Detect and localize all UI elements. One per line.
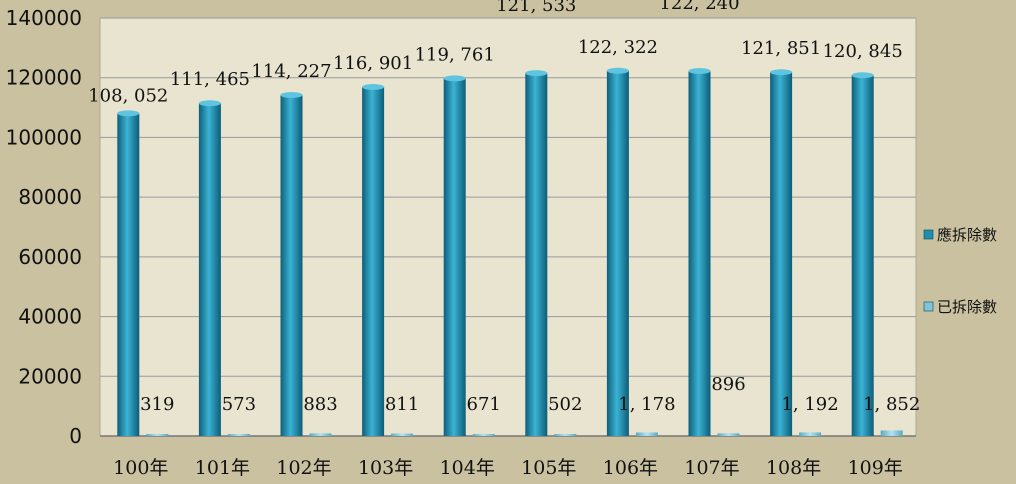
bars (117, 67, 903, 437)
y-tick-label: 0 (69, 424, 82, 448)
data-label-series2: 896 (711, 374, 745, 395)
bar-series1 (525, 73, 548, 437)
data-label-series2: 671 (467, 394, 501, 415)
bar-series2 (309, 433, 332, 436)
x-tick-label: 108年 (766, 457, 821, 479)
legend-swatch (923, 301, 934, 312)
bar-series1 (362, 86, 385, 436)
data-label-series1: 121, 533 (496, 0, 576, 16)
bar-series1 (851, 75, 874, 437)
y-tick-label: 40000 (18, 305, 82, 329)
data-label-series1: 122, 240 (659, 0, 739, 14)
x-tick-label: 102年 (276, 457, 331, 479)
bar-series2 (227, 434, 250, 436)
bar-series2 (635, 432, 658, 436)
y-axis-ticks: 0 20000 40000 60000 80000 100000 120000 140000 (6, 6, 82, 448)
x-tick-label: 109年 (848, 457, 903, 479)
bar-top-series1 (198, 100, 221, 107)
x-tick-label: 100年 (113, 457, 168, 479)
data-labels: 108, 052 319 111, 465 573 114, 227 883 116, 90… (88, 0, 920, 415)
y-tick-label: 20000 (18, 364, 82, 388)
data-label-series1: 108, 052 (88, 85, 168, 106)
x-tick-label: 105年 (521, 457, 576, 479)
bar-series1 (280, 94, 303, 437)
bar-top-series1 (770, 69, 793, 76)
legend-swatch (923, 229, 934, 240)
y-tick-label: 60000 (18, 245, 82, 269)
data-label-series2: 319 (140, 394, 174, 415)
data-label-series2: 502 (548, 394, 582, 415)
x-tick-label: 103年 (358, 457, 413, 479)
bar-top-series1 (117, 110, 140, 117)
bar-top-series1 (362, 83, 385, 90)
y-tick-label: 100000 (6, 125, 82, 149)
data-label-series1: 119, 761 (415, 44, 495, 65)
bar-top-series1 (280, 91, 303, 98)
data-label-series2: 811 (385, 394, 419, 415)
x-tick-label: 106年 (603, 457, 658, 479)
bar-series1 (606, 70, 629, 436)
bar-series1 (770, 72, 793, 436)
bar-top-series1 (443, 75, 466, 82)
data-label-series1: 111, 465 (170, 69, 250, 90)
bar-series2 (554, 434, 577, 436)
data-label-series1: 120, 845 (823, 41, 903, 62)
bar-series2 (472, 433, 495, 436)
data-label-series2: 883 (303, 394, 337, 415)
data-label-series2: 1, 852 (863, 394, 920, 415)
data-label-series1: 114, 227 (251, 61, 331, 82)
data-label-series1: 116, 901 (333, 53, 413, 74)
data-label-series2: 1, 192 (781, 394, 838, 415)
data-label-series1: 121, 851 (741, 38, 821, 59)
bar-series2 (146, 434, 169, 436)
y-tick-label: 140000 (6, 6, 82, 30)
x-tick-label: 101年 (195, 457, 250, 479)
x-tick-label: 104年 (440, 457, 495, 479)
bar-series1 (117, 113, 140, 436)
legend-label: 已拆除數 (937, 298, 997, 316)
bar-series1 (443, 78, 466, 437)
bar-series1 (198, 103, 221, 436)
bar-top-series1 (851, 72, 874, 79)
y-tick-label: 120000 (6, 66, 82, 90)
bar-top-series1 (525, 70, 548, 77)
x-tick-label: 107年 (684, 457, 739, 479)
legend-label: 應拆除數 (937, 226, 997, 244)
data-label-series2: 1, 178 (618, 394, 675, 415)
data-label-series1: 122, 322 (578, 37, 658, 58)
bar-series2 (799, 432, 822, 436)
bar-series2 (391, 433, 414, 436)
bar-top-series1 (688, 68, 711, 75)
bar-series2 (717, 433, 740, 436)
bar-series1 (688, 71, 711, 437)
bar-series2 (880, 430, 903, 436)
y-tick-label: 80000 (18, 185, 82, 209)
x-axis-ticks: 100年 101年 102年 103年 104年 105年 106年 107年 108年 109年 (113, 457, 903, 479)
bar-top-series1 (606, 67, 629, 74)
data-label-series2: 573 (222, 394, 256, 415)
